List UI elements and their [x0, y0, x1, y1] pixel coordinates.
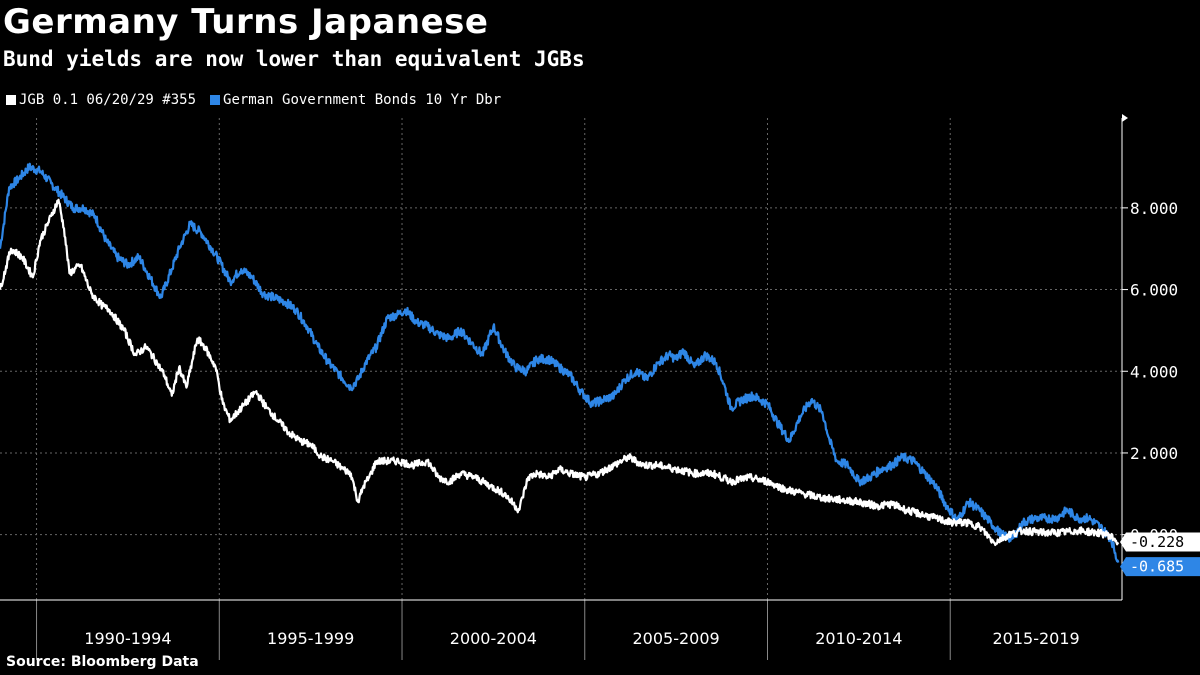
end-label-jgb: -0.228: [1120, 532, 1200, 552]
legend: JGB 0.1 06/20/29 #355 German Government …: [6, 92, 515, 108]
legend-swatch-bund: [210, 95, 221, 105]
legend-swatch-jgb: [6, 95, 16, 105]
legend-label-jgb: JGB 0.1 06/20/29 #355: [19, 92, 197, 108]
x-period-label: 1995-1999: [267, 629, 354, 648]
end-label-text: -0.228: [1130, 533, 1184, 551]
y-axis-arrow: [1122, 114, 1128, 122]
end-label-text: -0.685: [1130, 558, 1184, 576]
x-period-label: 2000-2004: [450, 629, 537, 648]
y-tick-label: 8.000: [1130, 199, 1178, 218]
y-tick-label: 4.000: [1130, 362, 1178, 381]
end-label-bund: -0.685: [1120, 557, 1200, 577]
chart-title: Germany Turns Japanese: [3, 2, 489, 42]
end-label-box: [1120, 557, 1200, 577]
source-note: Source: Bloomberg Data: [6, 654, 199, 670]
x-period-label: 2010-2014: [815, 629, 902, 648]
series-line-bund: [0, 162, 1120, 563]
y-tick-label: 2.000: [1130, 444, 1178, 463]
x-period-label: 1990-1994: [84, 629, 171, 648]
x-period-label: 2005-2009: [633, 629, 720, 648]
legend-label-bund: German Government Bonds 10 Yr Dbr: [223, 92, 502, 108]
legend-item-bund: German Government Bonds 10 Yr Dbr: [210, 92, 501, 108]
x-period-label: 2015-2019: [993, 629, 1080, 648]
end-label-box: [1120, 532, 1200, 552]
chart-subtitle: Bund yields are now lower than equivalen…: [3, 47, 585, 71]
legend-item-jgb: JGB 0.1 06/20/29 #355: [6, 92, 196, 108]
series-line-jgb: [0, 198, 1120, 547]
y-tick-label: 6.000: [1130, 281, 1178, 300]
